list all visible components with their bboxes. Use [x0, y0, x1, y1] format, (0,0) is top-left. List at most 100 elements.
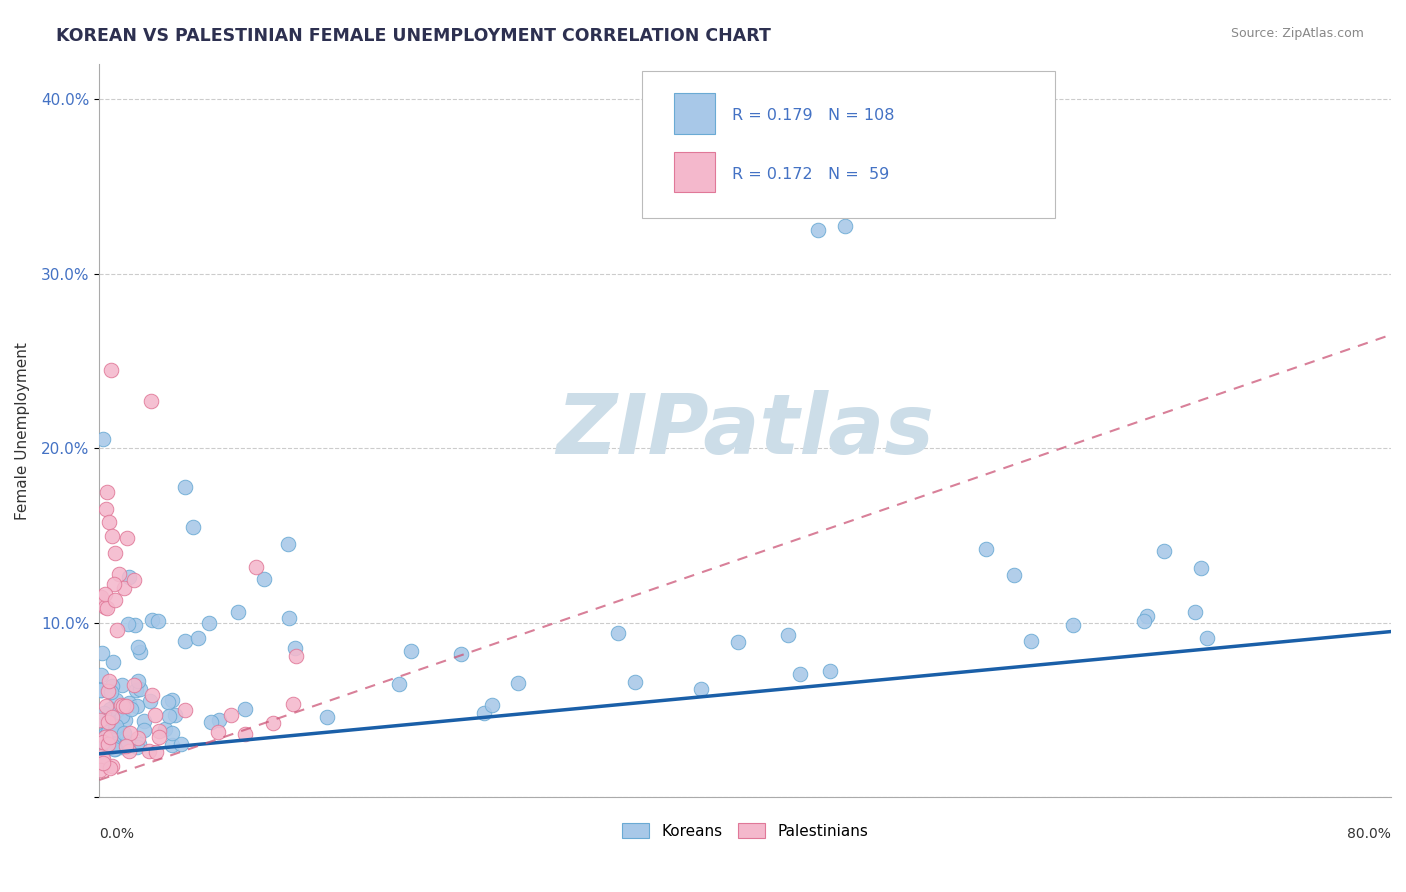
- Point: [91, 646, 114, 660]
- Point: [89, 752, 111, 766]
- Point: [128, 682, 150, 697]
- Point: [146, 614, 169, 628]
- Point: [481, 698, 503, 712]
- Point: [93, 730, 115, 744]
- Point: [97, 740, 120, 755]
- Point: [104, 592, 127, 607]
- Point: [127, 739, 149, 754]
- Bar: [673, 94, 716, 134]
- Point: [90, 682, 112, 697]
- Legend: Koreans, Palestinians: Koreans, Palestinians: [616, 816, 875, 845]
- Point: [145, 745, 167, 759]
- Point: [132, 723, 155, 737]
- Point: [198, 616, 221, 631]
- Text: ZIPatlas: ZIPatlas: [557, 391, 934, 471]
- Point: [91, 749, 114, 764]
- Text: R = 0.179   N = 108: R = 0.179 N = 108: [733, 108, 894, 123]
- Point: [96, 699, 118, 714]
- Point: [118, 726, 141, 740]
- Point: [94, 727, 117, 741]
- Point: [834, 219, 856, 234]
- Point: [90, 731, 112, 746]
- Point: [103, 732, 125, 747]
- Point: [153, 722, 176, 736]
- Point: [138, 694, 160, 708]
- Bar: [673, 152, 716, 193]
- Point: [187, 631, 209, 645]
- Point: [91, 752, 114, 766]
- Point: [252, 573, 274, 587]
- Point: [89, 763, 111, 777]
- Point: [89, 714, 111, 728]
- Point: [1136, 608, 1159, 623]
- Point: [128, 737, 150, 751]
- Point: [1062, 617, 1084, 632]
- Point: [173, 703, 195, 717]
- Point: [117, 735, 139, 749]
- Point: [1153, 544, 1175, 558]
- Point: [1195, 631, 1218, 645]
- Point: [120, 702, 142, 716]
- FancyBboxPatch shape: [641, 71, 1054, 218]
- Point: [122, 678, 145, 692]
- Point: [148, 724, 170, 739]
- Point: [1132, 614, 1154, 628]
- Point: [606, 626, 628, 640]
- Point: [90, 590, 112, 604]
- Point: [101, 739, 124, 753]
- Text: R = 0.172   N =  59: R = 0.172 N = 59: [733, 167, 890, 182]
- Point: [91, 756, 114, 771]
- Point: [100, 735, 122, 749]
- Point: [117, 616, 139, 631]
- Point: [93, 706, 115, 720]
- Point: [472, 706, 495, 720]
- Point: [818, 665, 841, 679]
- Point: [399, 643, 422, 657]
- Point: [93, 432, 115, 446]
- Point: [506, 676, 529, 690]
- Point: [100, 761, 122, 775]
- Point: [98, 673, 121, 688]
- Point: [101, 679, 124, 693]
- Point: [91, 735, 114, 749]
- Point: [100, 684, 122, 698]
- Point: [141, 688, 163, 702]
- Point: [262, 716, 284, 731]
- Point: [94, 600, 117, 615]
- Point: [96, 714, 118, 729]
- Point: [103, 712, 125, 726]
- Point: [127, 673, 149, 688]
- Point: [90, 743, 112, 757]
- Text: 0.0%: 0.0%: [100, 827, 135, 841]
- Point: [127, 640, 149, 655]
- Point: [96, 717, 118, 731]
- Point: [727, 634, 749, 648]
- Point: [94, 502, 117, 516]
- Point: [1002, 568, 1025, 582]
- Point: [789, 667, 811, 681]
- Point: [112, 726, 135, 740]
- Point: [143, 708, 166, 723]
- Point: [283, 697, 305, 711]
- Point: [284, 640, 307, 655]
- Text: 80.0%: 80.0%: [1347, 827, 1391, 841]
- Point: [93, 730, 115, 744]
- Point: [156, 695, 179, 709]
- Point: [163, 707, 186, 722]
- Point: [112, 581, 135, 595]
- Point: [129, 644, 152, 658]
- Point: [111, 709, 134, 723]
- Point: [105, 703, 128, 717]
- Point: [96, 484, 118, 499]
- Point: [90, 682, 112, 697]
- Point: [114, 713, 136, 727]
- Point: [170, 737, 193, 751]
- Point: [105, 693, 128, 707]
- Point: [388, 677, 411, 691]
- Point: [141, 613, 163, 627]
- Point: [94, 587, 117, 601]
- Point: [776, 628, 799, 642]
- Point: [91, 714, 114, 728]
- Point: [104, 719, 127, 733]
- Point: [117, 743, 139, 757]
